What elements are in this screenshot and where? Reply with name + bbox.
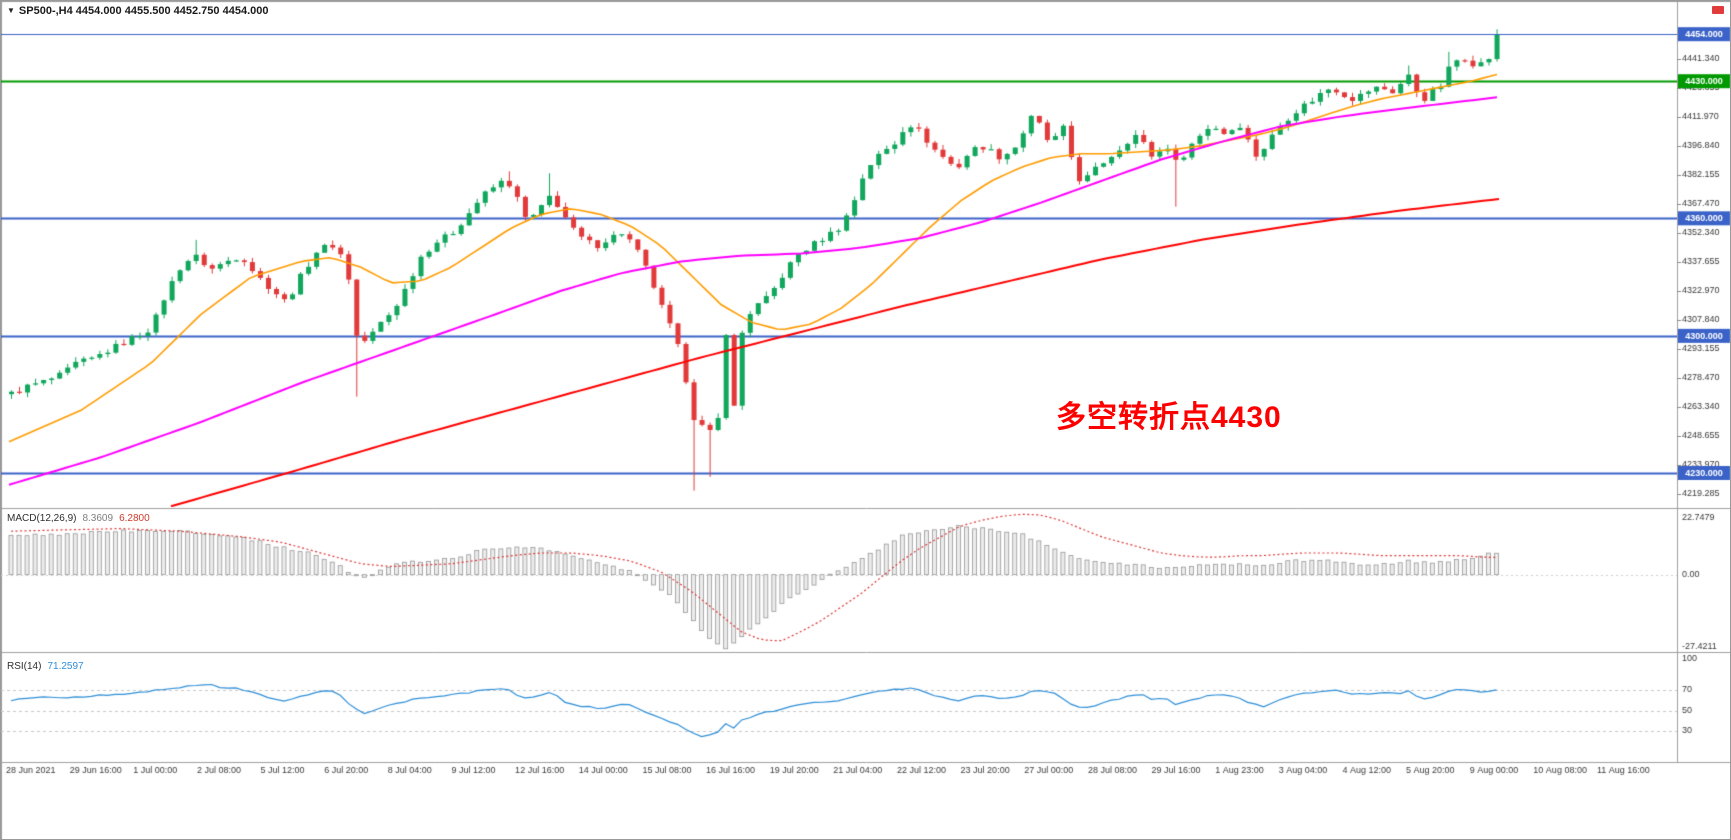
price-chart-canvas[interactable]: [1, 1, 1730, 839]
trading-chart-window: ▼ SP500-,H4 4454.000 4455.500 4452.750 44…: [0, 0, 1731, 840]
